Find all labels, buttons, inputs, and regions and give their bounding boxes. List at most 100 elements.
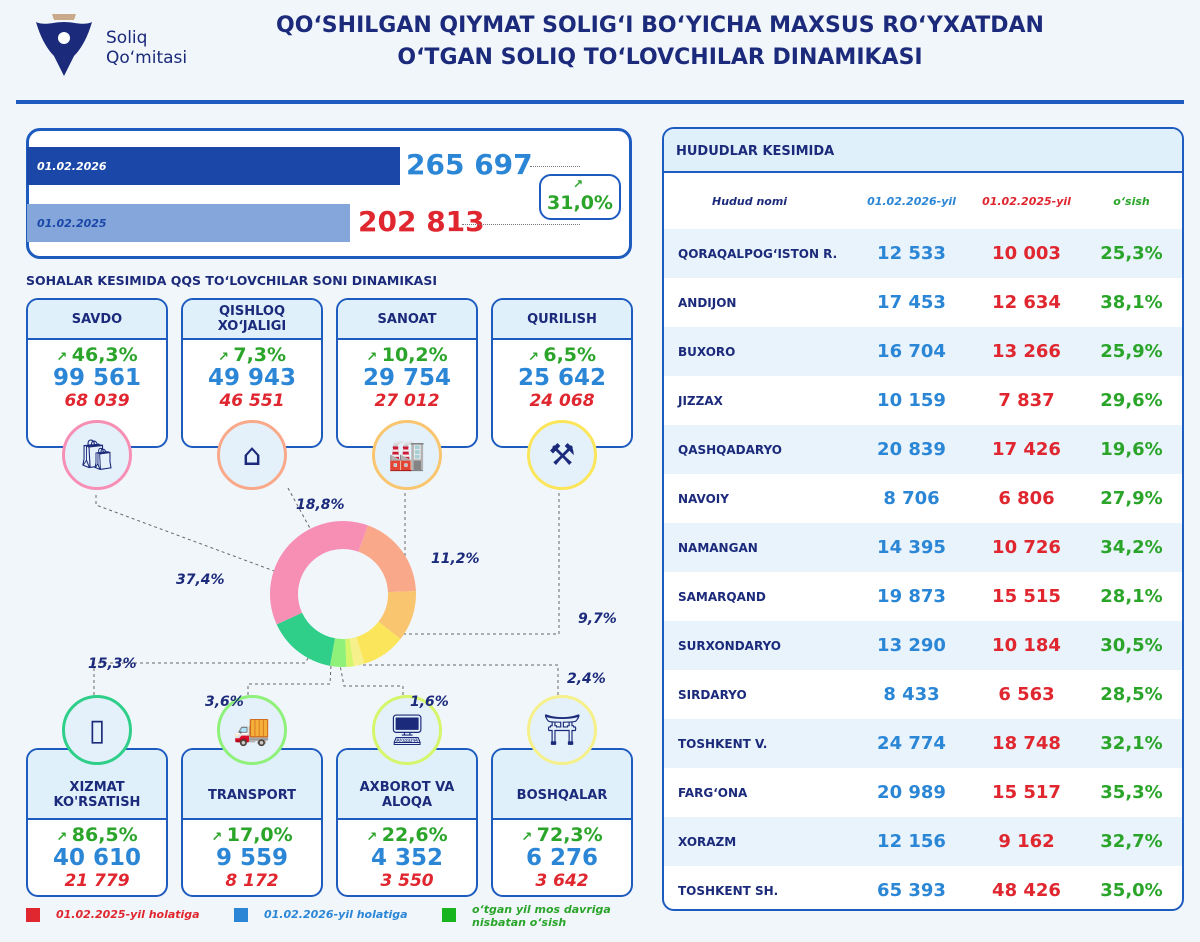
region-2025: 7 837 — [998, 390, 1055, 411]
region-2025: 17 426 — [992, 439, 1061, 460]
region-row: SIRDARYO 8 433 6 563 28,5% — [664, 670, 1182, 719]
region-2026: 13 290 — [877, 635, 946, 656]
region-row: JIZZAX 10 159 7 837 29,6% — [664, 376, 1182, 425]
donut-slice-6 — [345, 638, 354, 667]
sector-card: TRANSPORT ↗ 17,0% 9 559 8 172 — [181, 748, 323, 897]
region-row: SAMARQAND 19 873 15 515 28,1% — [664, 572, 1182, 621]
logo-line-1: Soliq — [106, 28, 148, 48]
donut-slice-1 — [358, 525, 416, 593]
sector-value-2026: 9 559 — [215, 845, 289, 871]
donut-slice-5 — [329, 638, 347, 668]
sector-share-label: 37,4% — [176, 572, 225, 588]
sector-growth-value: 17,0% — [226, 824, 293, 846]
region-2026: 20 989 — [877, 782, 946, 803]
sector-name: QURILISH — [493, 300, 631, 340]
computer-icon: 🖥 — [372, 695, 442, 765]
eagle-logo-icon — [36, 14, 92, 76]
region-row: TOSHKENT V. 24 774 18 748 32,1% — [664, 719, 1182, 768]
region-2026: 10 159 — [877, 390, 946, 411]
region-name: TOSHKENT V. — [678, 736, 768, 751]
region-row: QORAQALPOG‘ISTON R. 12 533 10 003 25,3% — [664, 229, 1182, 278]
bridge-icon: ⛩ — [527, 695, 597, 765]
greenhouse-icon: ⌂ — [217, 420, 287, 490]
region-row: NAMANGAN 14 395 10 726 34,2% — [664, 523, 1182, 572]
sector-growth-value: 22,6% — [381, 824, 448, 846]
legend-2025: 01.02.2025-yil holatiga — [56, 908, 200, 921]
sector-value-2025: 3 550 — [380, 871, 434, 891]
region-2026: 24 774 — [877, 733, 946, 754]
sector-value-2026: 25 642 — [517, 365, 607, 391]
donut-slice-4 — [276, 612, 335, 666]
regions-panel: HUDUDLAR KESIMIDA Hudud nomi 01.02.2026-… — [662, 127, 1184, 911]
sector-value-2026: 99 561 — [52, 365, 142, 391]
region-growth: 25,3% — [1100, 243, 1163, 264]
region-2025: 10 003 — [992, 243, 1061, 264]
region-name: QASHQADARYO — [678, 442, 782, 457]
donut-slice-2 — [378, 591, 416, 639]
trend-up-icon: ↗ — [56, 350, 72, 365]
region-growth: 30,5% — [1100, 635, 1163, 656]
total-growth-badge: ↗ 31,0% — [539, 174, 621, 220]
trend-up-icon: ↗ — [217, 350, 234, 365]
sector-share-label: 3,6% — [205, 694, 244, 710]
region-name: QORAQALPOG‘ISTON R. — [678, 246, 838, 261]
sector-share-label: 18,8% — [296, 497, 345, 513]
legend-swatch-red — [26, 908, 40, 922]
sector-growth: ↗ 72,3% — [493, 824, 631, 846]
region-2026: 12 156 — [877, 831, 946, 852]
sector-name: QISHLOQ XO‘JALIGI — [183, 300, 321, 340]
title-line-1: QO‘SHILGAN QIYMAT SOLIG‘I BO‘YICHA MAXSU… — [276, 13, 1044, 38]
region-growth: 35,0% — [1100, 880, 1163, 901]
bar-2025: 01.02.2025 — [27, 204, 350, 242]
sector-growth-value: 86,5% — [71, 824, 138, 846]
connector-line — [462, 224, 580, 225]
region-2026: 8 433 — [883, 684, 940, 705]
col-header-2026: 01.02.2026-yil — [867, 194, 956, 208]
sector-growth-value: 10,2% — [381, 344, 448, 366]
sector-value-2025: 27 012 — [374, 391, 440, 411]
sectors-title: SOHALAR KESIMIDA QQS TO‘LOVCHILAR SONI D… — [26, 273, 438, 288]
region-2025: 9 162 — [998, 831, 1055, 852]
legend-swatch-blue — [234, 908, 248, 922]
region-growth: 27,9% — [1100, 488, 1163, 509]
region-growth: 34,2% — [1100, 537, 1163, 558]
trend-up-icon: ↗ — [521, 830, 537, 845]
service-terminal-icon: ▯ — [62, 695, 132, 765]
sector-value-2025: 3 642 — [535, 871, 589, 891]
region-name: JIZZAX — [678, 393, 723, 408]
sector-value-2026: 4 352 — [370, 845, 444, 871]
region-name: FARG‘ONA — [678, 785, 748, 800]
sector-value-2025: 46 551 — [219, 391, 285, 411]
region-2026: 20 839 — [877, 439, 946, 460]
col-header-region: Hudud nomi — [712, 194, 788, 208]
sector-growth: ↗ 86,5% — [28, 824, 166, 846]
legend-growth: o‘tgan yil mos davriga nisbatan o‘sish — [472, 903, 611, 929]
region-2026: 65 393 — [877, 880, 946, 901]
trend-up-icon: ↗ — [573, 177, 584, 191]
region-2025: 48 426 — [992, 880, 1061, 901]
col-header-growth: o‘sish — [1113, 194, 1150, 208]
sector-value-2026: 40 610 — [52, 845, 142, 871]
region-2025: 13 266 — [992, 341, 1061, 362]
region-growth: 28,1% — [1100, 586, 1163, 607]
region-row: QASHQADARYO 20 839 17 426 19,6% — [664, 425, 1182, 474]
sector-card: BOSHQALAR ↗ 72,3% 6 276 3 642 — [491, 748, 633, 897]
bar-2025-label: 01.02.2025 — [37, 217, 107, 230]
region-2025: 6 563 — [998, 684, 1055, 705]
sector-growth-value: 72,3% — [536, 824, 603, 846]
sector-card: XIZMAT KO'RSATISH ↗ 86,5% 40 610 21 779 — [26, 748, 168, 897]
region-row: NAVOIY 8 706 6 806 27,9% — [664, 474, 1182, 523]
sector-card: SANOAT ↗ 10,2% 29 754 27 012 — [336, 298, 478, 448]
donut-chart — [270, 521, 416, 668]
region-name: NAMANGAN — [678, 540, 758, 555]
trend-up-icon: ↗ — [527, 350, 544, 365]
region-2025: 10 726 — [992, 537, 1061, 558]
region-row: ANDIJON 17 453 12 634 38,1% — [664, 278, 1182, 327]
regions-title: HUDUDLAR KESIMIDA — [664, 129, 1182, 173]
region-growth: 32,7% — [1100, 831, 1163, 852]
trend-up-icon: ↗ — [366, 830, 382, 845]
sector-share-label: 11,2% — [431, 551, 480, 567]
sector-value-2025: 21 779 — [64, 871, 130, 891]
logo-line-2: Qo‘mitasi — [106, 48, 188, 68]
truck-icon: 🚚 — [217, 695, 287, 765]
